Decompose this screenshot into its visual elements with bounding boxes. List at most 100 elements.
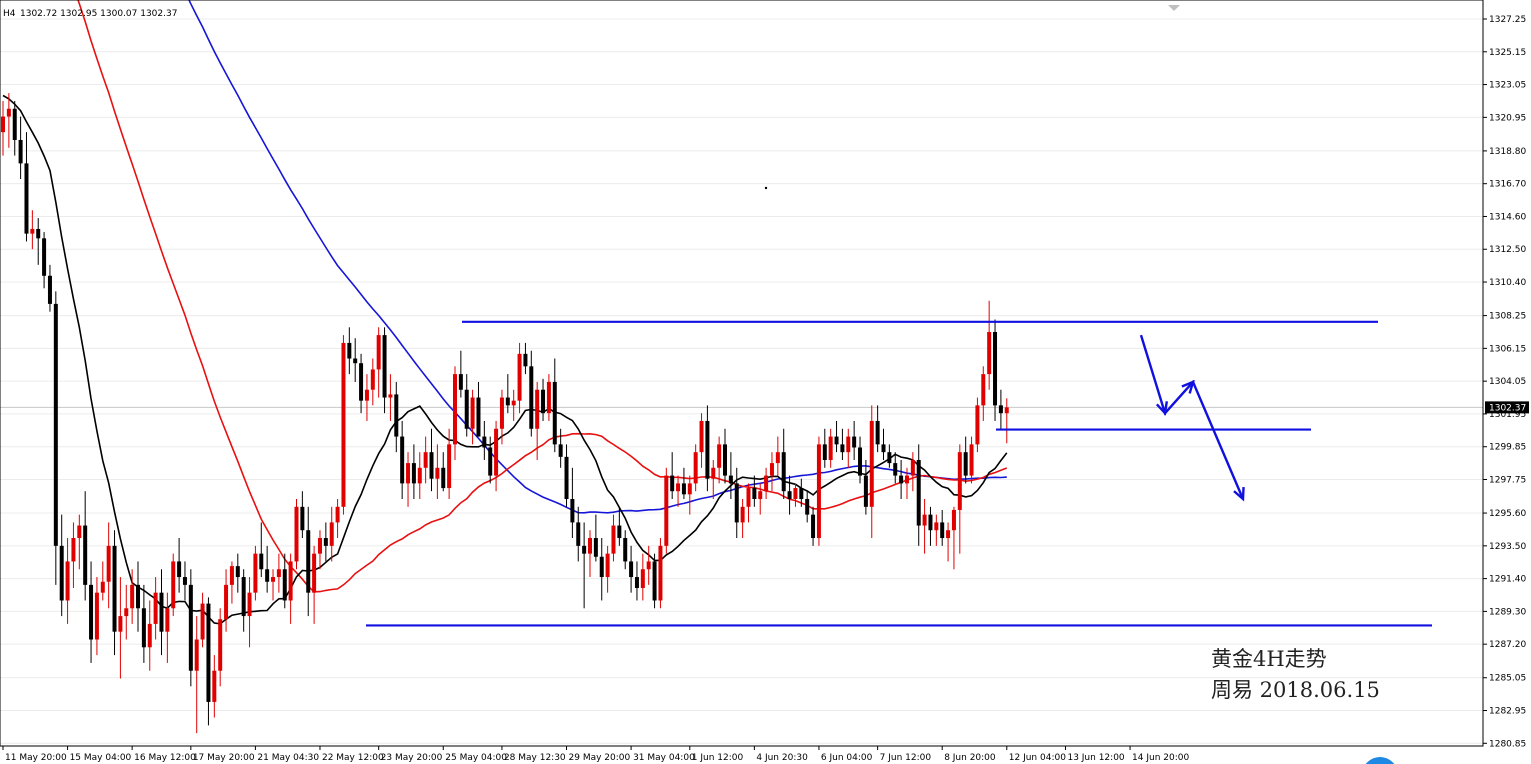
float-action-icon[interactable]: [1362, 757, 1398, 764]
candle-body: [899, 475, 904, 484]
y-tick-label: 1304.05: [1489, 377, 1526, 387]
x-tick-label: 17 May 20:00: [193, 753, 255, 763]
candle-body: [182, 577, 187, 585]
candle-body: [18, 139, 23, 164]
price-axis[interactable]: 1327.25 1325.15 1323.05 1320.95 1318.80 1316.…: [1483, 15, 1529, 749]
x-tick-label: 15 May 04:00: [70, 753, 132, 763]
candle-body: [370, 369, 375, 390]
y-tick-label: 1293.50: [1489, 542, 1526, 552]
gridlines: [0, 18, 1483, 744]
x-tick-label: 7 Jun 12:00: [880, 753, 932, 763]
y-tick-label: 1295.60: [1489, 509, 1526, 519]
current-price-label: 1302.37: [1489, 403, 1526, 413]
candle-body: [1, 116, 5, 133]
candle-body: [893, 463, 898, 476]
candle-body: [388, 394, 393, 398]
candle-body: [634, 577, 639, 588]
candle-body: [676, 483, 681, 492]
candle-body: [241, 577, 246, 617]
candle-body: [441, 467, 446, 489]
candle-body: [212, 670, 217, 702]
candle-body: [541, 389, 546, 414]
candle-body: [576, 522, 581, 546]
candle-body: [265, 569, 270, 582]
y-tick-label: 1314.60: [1489, 212, 1526, 222]
candle-body: [118, 616, 123, 632]
candle-body: [235, 566, 240, 578]
candle-body: [206, 603, 211, 702]
candle-body: [447, 444, 452, 489]
x-tick-label: 14 Jun 20:00: [1132, 753, 1189, 763]
candle-body: [177, 561, 182, 578]
y-tick-label: 1282.95: [1489, 707, 1526, 717]
candle-body: [699, 420, 704, 453]
candle-body: [141, 608, 146, 648]
x-tick-label: 22 May 12:00: [322, 753, 384, 763]
candle-body: [36, 228, 41, 239]
candle-body: [517, 353, 522, 401]
candle-body: [582, 545, 587, 554]
candle-body: [24, 163, 29, 234]
candle-body: [100, 581, 105, 593]
candlesticks: [1, 93, 1009, 734]
candle-body: [629, 561, 634, 578]
candle-body: [535, 389, 540, 429]
candle-body: [423, 452, 428, 468]
candle-body: [570, 499, 575, 523]
scroll-marker-icon[interactable]: [1168, 5, 1180, 11]
candle-body: [881, 444, 886, 453]
y-tick-label: 1308.25: [1489, 312, 1526, 322]
y-tick-label: 1287.20: [1489, 640, 1526, 650]
candle-body: [6, 108, 11, 117]
candle-body: [130, 584, 135, 609]
candle-body: [711, 467, 716, 479]
candle-body: [646, 561, 651, 570]
y-tick-label: 1312.50: [1489, 245, 1526, 255]
candle-body: [593, 538, 598, 557]
candle-body: [922, 514, 927, 526]
candle-body: [858, 447, 863, 476]
candle-body: [77, 525, 82, 539]
candle-body: [828, 436, 833, 460]
candle-body: [611, 525, 616, 554]
ma-mid-line: [77, 0, 1008, 593]
candle-body: [904, 475, 909, 484]
candle-body: [294, 506, 299, 562]
candle-body: [317, 538, 322, 554]
ma-fast-line: [2, 94, 1008, 625]
candle-body: [734, 483, 739, 523]
candle-body: [400, 436, 405, 484]
candle-body: [30, 228, 35, 234]
x-tick-label: 16 May 12:00: [134, 753, 196, 763]
x-tick-label: 13 Jun 12:00: [1067, 753, 1124, 763]
candle-body: [282, 569, 287, 601]
candle-body: [136, 584, 141, 609]
candle-body: [957, 452, 962, 510]
candle-body: [364, 389, 369, 401]
forecast-path: [1139, 334, 1245, 500]
candle-body: [523, 353, 528, 367]
x-tick-label: 21 May 04:30: [257, 753, 319, 763]
candle-body: [816, 444, 821, 539]
chart-header: H4 1302.72 1302.95 1300.07 1302.37: [3, 9, 177, 19]
candle-body: [65, 561, 70, 601]
candle-body: [740, 506, 745, 523]
candle-body: [159, 592, 164, 632]
candle-body: [494, 428, 499, 476]
candle-body: [335, 506, 340, 523]
candle-body: [511, 400, 516, 406]
candle-body: [306, 530, 311, 593]
candle-body: [664, 475, 669, 546]
x-tick-label: 31 May 04:00: [633, 753, 695, 763]
y-tick-label: 1297.75: [1489, 475, 1526, 485]
candle-body: [529, 366, 534, 429]
candle-body: [588, 538, 592, 554]
candle-body: [658, 545, 663, 601]
candle-body: [470, 397, 475, 429]
candle-body: [640, 569, 645, 588]
candle-body: [229, 566, 234, 585]
candle-body: [981, 374, 986, 406]
candle-body: [987, 331, 992, 375]
